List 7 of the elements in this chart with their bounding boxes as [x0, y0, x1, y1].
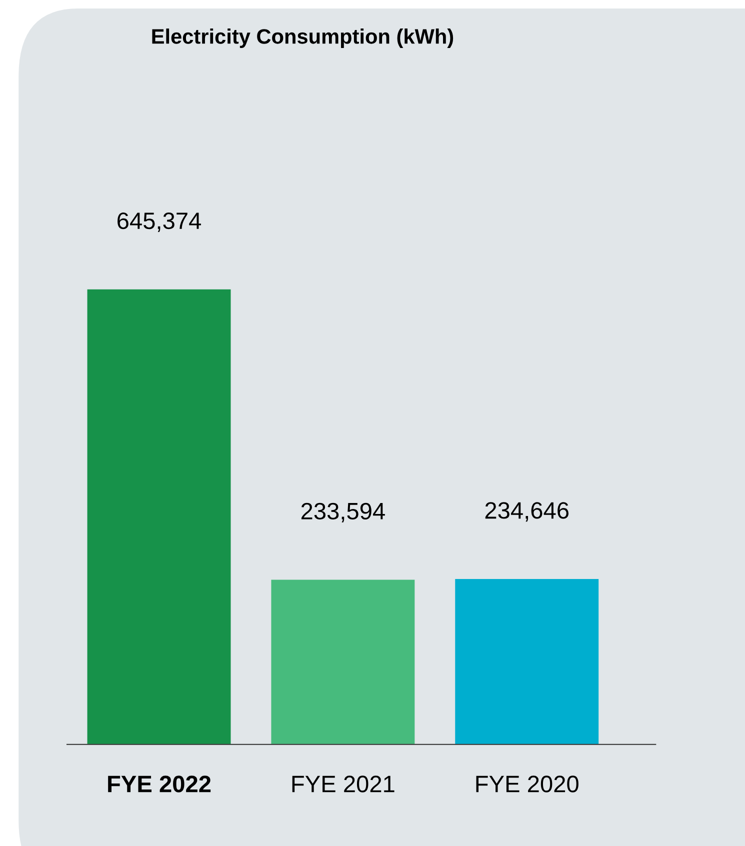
data-label: 645,374: [118, 212, 201, 232]
chart-title: Electricity Consumption (kWh): [152, 28, 454, 48]
x-tick-label: FYE 2020: [476, 776, 578, 792]
x-tick-label: FYE 2021: [292, 776, 394, 792]
data-label: 234,646: [485, 502, 568, 522]
x-tick-label: FYE 2022: [108, 776, 211, 792]
data-label: 233,594: [301, 502, 385, 522]
